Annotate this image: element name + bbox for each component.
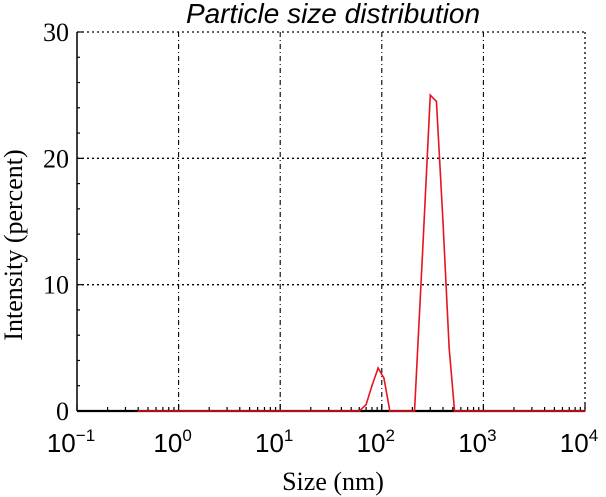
grid-lines xyxy=(77,31,585,411)
x-tick-label: 102 xyxy=(357,426,395,458)
x-tick-exponent: 1 xyxy=(284,426,293,445)
series-point xyxy=(435,100,438,103)
y-tick-label: 30 xyxy=(43,18,69,47)
x-tick-exponent: 2 xyxy=(386,426,395,445)
x-tick-exponent: 3 xyxy=(487,426,496,445)
series-point xyxy=(448,347,450,349)
x-tick-label: 10−1 xyxy=(47,426,95,458)
series-point xyxy=(421,258,424,261)
x-tick-label: 104 xyxy=(560,426,598,458)
series-point xyxy=(460,410,462,412)
y-tick-label: 20 xyxy=(43,144,69,173)
series-point xyxy=(429,94,432,96)
series-point xyxy=(442,220,444,223)
series-point xyxy=(389,410,391,412)
x-tick-label: 103 xyxy=(458,426,496,458)
series-point xyxy=(137,410,139,412)
series-point xyxy=(371,384,373,387)
y-tick-label: 0 xyxy=(56,397,69,426)
y-axis-label: Intensity (percent) xyxy=(0,149,28,340)
series-layer xyxy=(77,93,586,413)
series-point xyxy=(365,403,367,406)
x-axis-label: Size (nm) xyxy=(282,467,384,496)
y-tick-label: 10 xyxy=(43,271,69,300)
x-tick-label: 101 xyxy=(255,426,293,458)
series-point xyxy=(383,377,385,379)
x-tick-labels: 10−1 100 101 102 103 104 xyxy=(47,426,598,458)
x-tick-exponent: −1 xyxy=(76,426,95,445)
x-tick-exponent: 4 xyxy=(589,426,598,445)
series-line-0 xyxy=(138,93,585,412)
series-point xyxy=(584,410,586,412)
chart-title: Particle size distribution xyxy=(186,0,480,29)
series-point xyxy=(413,410,416,412)
plot-frame xyxy=(76,31,586,412)
x-tick-exponent: 0 xyxy=(182,426,191,445)
x-tick-label: 100 xyxy=(153,426,191,458)
series-point xyxy=(377,367,379,369)
y-tick-labels: 0 10 20 30 xyxy=(43,18,69,426)
series-point xyxy=(358,410,361,412)
series-point xyxy=(453,410,456,412)
